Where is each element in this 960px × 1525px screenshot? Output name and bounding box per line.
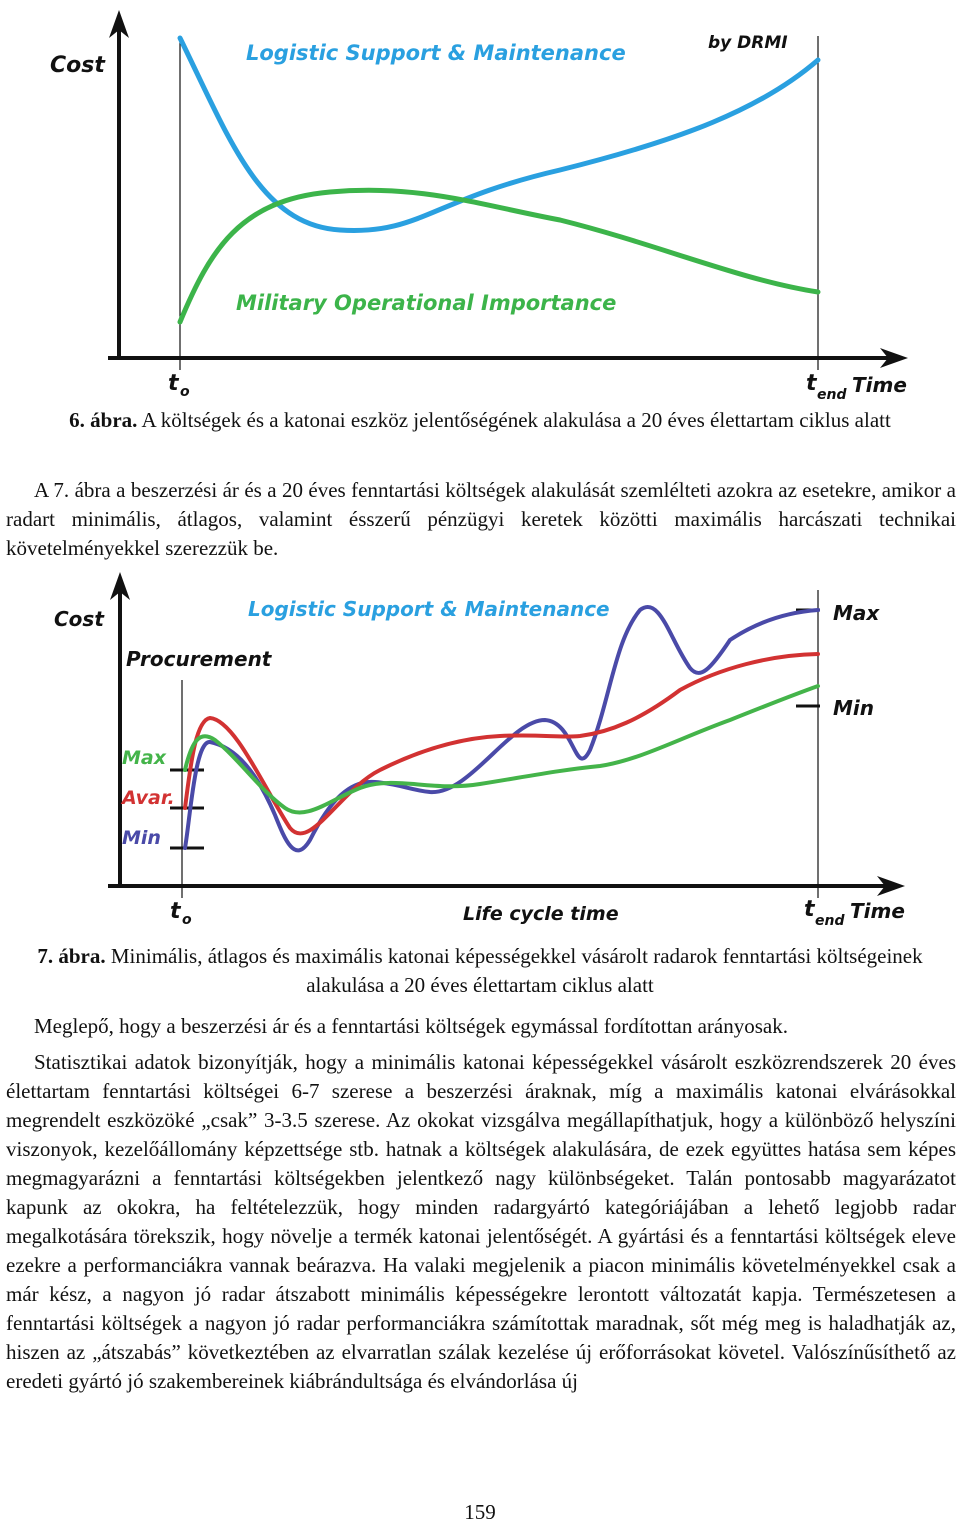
fig7-time-label: Time [850, 899, 905, 923]
fig7-avar-curve [183, 652, 820, 836]
svg-text:t: t [170, 899, 182, 924]
figure-7-caption-text: Minimális, átlagos és maximális katonai … [110, 944, 923, 997]
figure-6-caption-text: A költségek és a katonai eszköz jelentős… [141, 408, 891, 432]
fig6-cost-label: Cost [50, 53, 106, 78]
paragraph-1: A 7. ábra a beszerzési ár és a 20 éves f… [6, 478, 956, 560]
figure-7-caption: 7. ábra. Minimális, átlagos és maximális… [0, 942, 960, 1000]
fig7-lsm-label: Logistic Support & Maintenance [248, 597, 610, 621]
fig6-tend-label: t end [806, 371, 847, 403]
fig7-x-axis-arrow [877, 876, 905, 896]
fig7-min-label-left: Min [122, 827, 161, 849]
fig7-min-curve [183, 684, 820, 815]
fig6-time-label: Time [852, 373, 907, 397]
svg-text:t: t [168, 371, 180, 396]
paragraph-2: Meglepő, hogy a beszerzési ár és a fennt… [34, 1014, 788, 1038]
fig6-t0-label: t o [168, 371, 190, 400]
figure-6-caption-number: 6. ábra. [69, 408, 138, 432]
fig7-max-label-right: Max [833, 601, 880, 625]
page-number: 159 [464, 1500, 496, 1524]
svg-text:end: end [817, 387, 847, 403]
fig7-tend-label: t end [804, 897, 845, 929]
svg-text:o: o [182, 912, 192, 928]
fig7-min-label-right: Min [833, 696, 874, 720]
fig7-t0-label: t o [170, 899, 192, 928]
figure-6-caption: 6. ábra. A költségek és a katonai eszköz… [0, 406, 960, 435]
fig6-lsm-label: Logistic Support & Maintenance [246, 41, 626, 65]
fig6-y-axis-arrow [109, 10, 129, 38]
figure-6-graphic: Cost Logistic Support & Maintenance by D… [50, 10, 908, 403]
fig7-lifecycle-label: Life cycle time [463, 903, 619, 925]
fig6-moi-label: Military Operational Importance [236, 291, 616, 315]
figure-7: Cost Logistic Support & Maintenance Proc… [0, 560, 960, 940]
fig7-y-axis-arrow [110, 572, 130, 600]
fig7-cost-label: Cost [54, 607, 105, 631]
fig6-moi-curve [177, 187, 821, 325]
fig6-credit: by DRMI [708, 33, 788, 53]
figure-7-graphic: Cost Logistic Support & Maintenance Proc… [54, 572, 905, 929]
fig6-lsm-curve [177, 35, 821, 233]
fig7-procurement-label: Procurement [126, 647, 273, 671]
figure-7-caption-number: 7. ábra. [37, 944, 106, 968]
svg-text:end: end [815, 913, 845, 929]
svg-text:t: t [806, 371, 818, 396]
fig7-max-label-left: Max [122, 747, 167, 769]
fig7-avar-label-left: Avar. [120, 787, 175, 809]
svg-text:t: t [804, 897, 816, 922]
paragraph-3: Statisztikai adatok bizonyítják, hogy a … [6, 1050, 956, 1393]
svg-text:o: o [180, 384, 190, 400]
figure-6: Cost Logistic Support & Maintenance by D… [0, 0, 960, 405]
fig6-x-axis-arrow [880, 348, 908, 368]
